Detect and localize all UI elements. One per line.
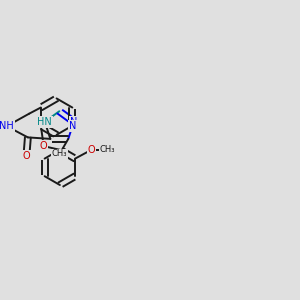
Text: O: O [88, 145, 95, 155]
Text: CH₃: CH₃ [52, 149, 67, 158]
Text: NH: NH [0, 121, 14, 131]
Text: N: N [69, 121, 76, 131]
Text: O: O [22, 151, 30, 161]
Text: HN: HN [38, 117, 52, 127]
Text: N: N [70, 117, 77, 127]
Text: O: O [40, 141, 48, 151]
Text: CH₃: CH₃ [100, 146, 115, 154]
